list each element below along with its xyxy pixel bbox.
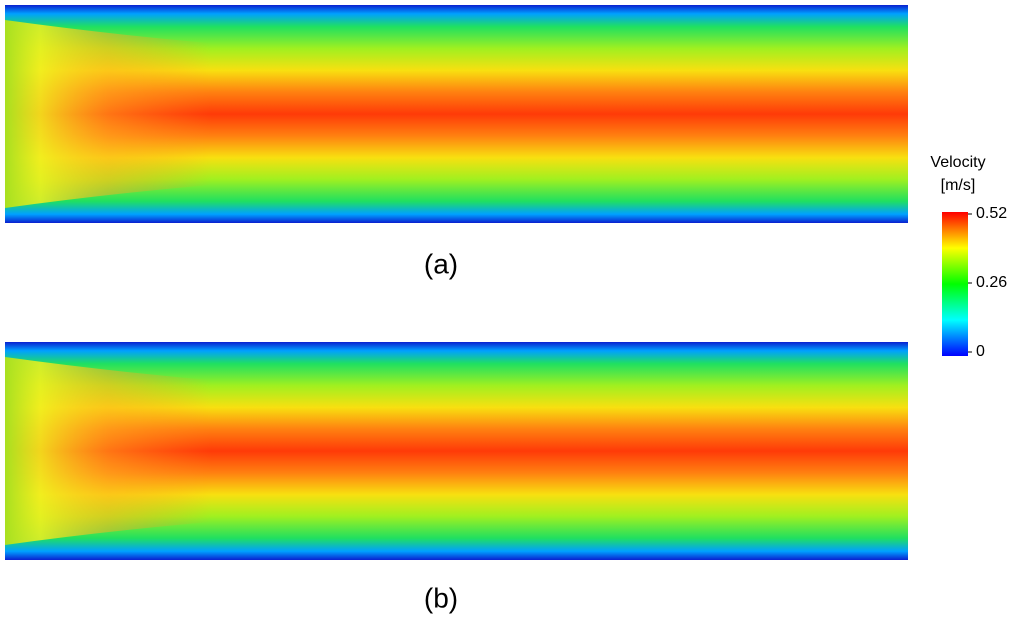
colorbar-tick-label: 0.26	[976, 274, 1007, 291]
panel-label: (b)	[424, 582, 458, 613]
inlet-region	[5, 20, 300, 208]
colorbar-tick-label: 0.52	[976, 205, 1007, 222]
colorbar-title: Velocity	[930, 154, 985, 171]
panel-label: (a)	[424, 248, 458, 279]
inlet-region	[5, 357, 300, 545]
colorbar-tick-label: 0	[976, 343, 985, 360]
colorbar-unit: [m/s]	[941, 177, 976, 194]
panel-a	[5, 5, 908, 223]
colorbar	[942, 212, 968, 356]
panel-b	[5, 342, 908, 560]
